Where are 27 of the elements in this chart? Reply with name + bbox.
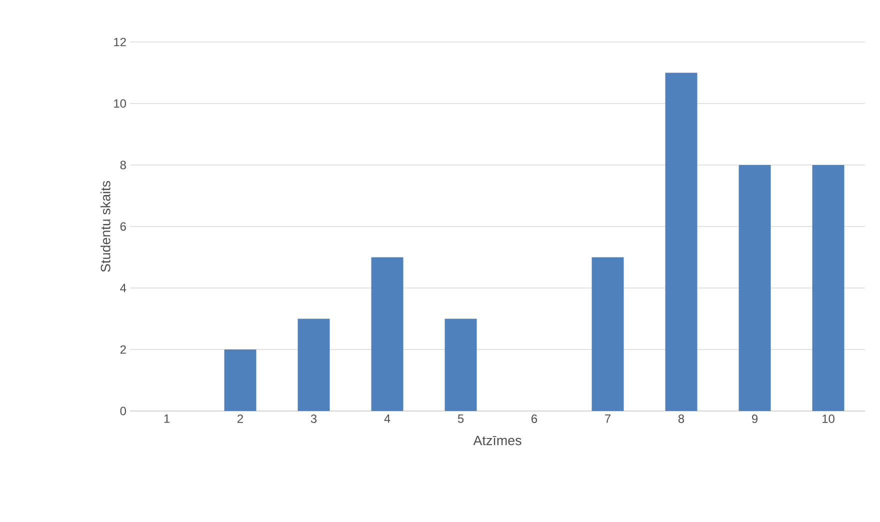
bar [738, 164, 771, 411]
x-tick-label: 4 [384, 414, 390, 423]
bar [224, 350, 256, 411]
y-tick-label: 6 [120, 222, 126, 231]
bar [444, 318, 477, 411]
x-axis-title: Atzīmes [473, 436, 522, 446]
bar [592, 257, 624, 411]
y-tick-label: 10 [114, 99, 126, 108]
bar [298, 318, 330, 411]
bar [812, 164, 844, 411]
x-tick-label: 3 [310, 414, 317, 423]
x-tick-label: 10 [822, 414, 834, 423]
bar [665, 72, 698, 411]
x-tick-label: 5 [458, 414, 464, 423]
y-tick-label: 4 [120, 284, 126, 292]
y-axis-title: Studentu skaits [100, 181, 110, 272]
x-tick-label: 7 [605, 414, 610, 423]
y-tick-label: 8 [120, 160, 126, 170]
y-tick-label: 2 [120, 345, 126, 354]
x-tick-label: 1 [164, 414, 170, 423]
y-tick-label: 12 [114, 38, 126, 46]
x-tick-label: 6 [532, 414, 538, 423]
y-tick-label: 0 [120, 406, 126, 416]
bar [371, 257, 404, 411]
x-tick-label: 8 [678, 414, 684, 423]
x-tick-label: 2 [238, 414, 243, 423]
x-tick-label: 9 [752, 414, 758, 423]
